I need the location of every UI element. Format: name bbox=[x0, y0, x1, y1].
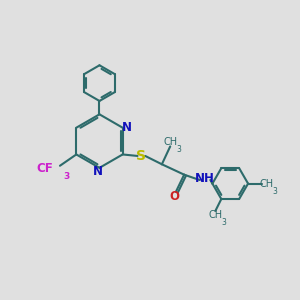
Text: CF: CF bbox=[37, 162, 53, 175]
Text: CH: CH bbox=[260, 178, 274, 189]
Text: O: O bbox=[169, 190, 179, 203]
Text: N: N bbox=[122, 121, 131, 134]
Text: 3: 3 bbox=[272, 187, 277, 196]
Text: 3: 3 bbox=[177, 145, 182, 154]
Text: 3: 3 bbox=[221, 218, 226, 227]
Text: CH: CH bbox=[164, 137, 178, 147]
Text: 3: 3 bbox=[63, 172, 70, 181]
Text: NH: NH bbox=[195, 172, 215, 185]
Text: S: S bbox=[136, 149, 146, 163]
Text: N: N bbox=[93, 165, 103, 178]
Text: CH: CH bbox=[208, 210, 222, 220]
